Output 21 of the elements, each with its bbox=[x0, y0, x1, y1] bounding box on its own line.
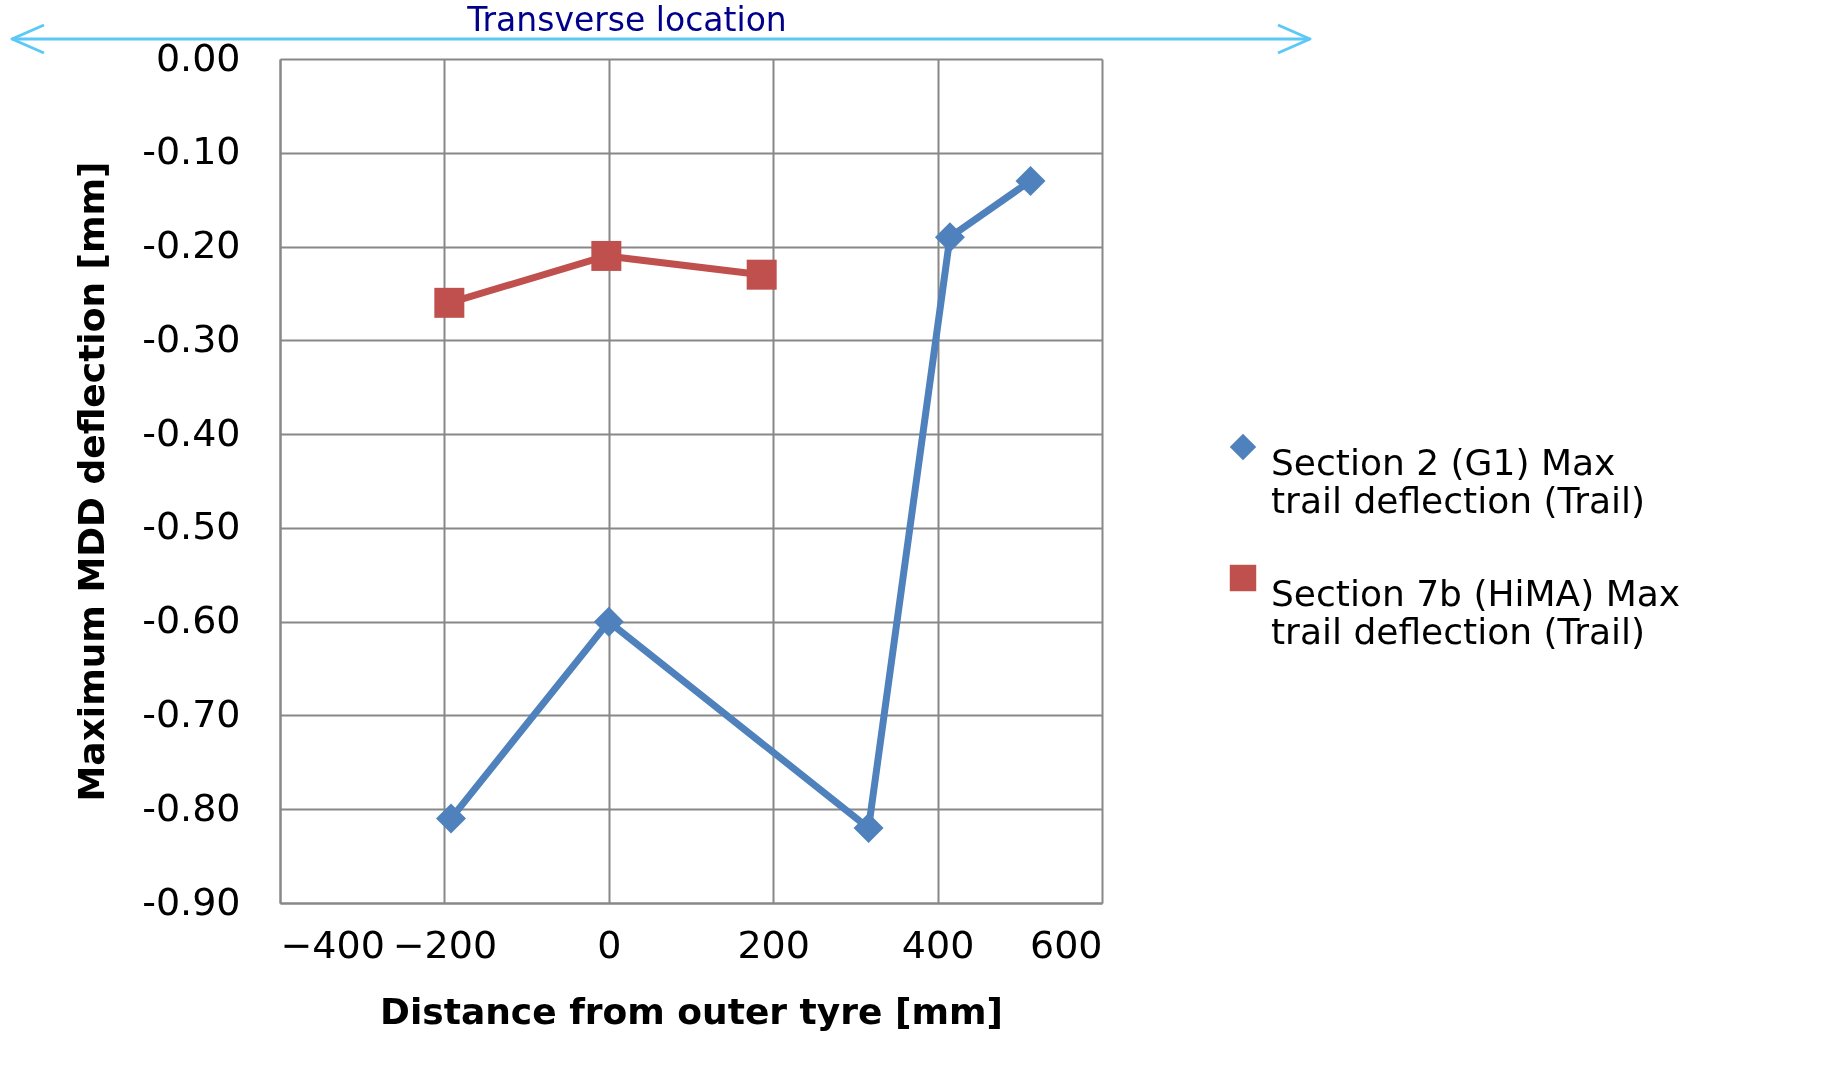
y-tick-label: -0.70 bbox=[142, 691, 241, 736]
legend-label: Section 7b (HiMA) Max trail deflection (Trail) bbox=[1271, 573, 1681, 652]
y-axis-title: Maximum MDD deflection [mm] bbox=[71, 161, 113, 802]
y-tick-label: -0.60 bbox=[142, 598, 241, 643]
y-tick-label: -0.80 bbox=[142, 785, 241, 830]
y-tick-label: -0.10 bbox=[142, 129, 241, 174]
x-tick-label: 600 bbox=[1029, 922, 1103, 967]
y-tick-label: 0.00 bbox=[155, 35, 241, 80]
x-tick-label: 0 bbox=[597, 922, 622, 967]
y-tick-label: -0.30 bbox=[142, 316, 241, 361]
legend-label: Section 2 (G1) Max trail deflection (Trail) bbox=[1271, 442, 1646, 521]
y-tick-label: -0.20 bbox=[142, 223, 241, 268]
x-tick-label: 400 bbox=[901, 922, 975, 967]
y-tick-label: -0.90 bbox=[142, 879, 241, 924]
y-tick-label: -0.40 bbox=[142, 410, 241, 455]
x-tick-label: −400 bbox=[280, 922, 385, 967]
x-tick-label: −200 bbox=[392, 922, 498, 967]
x-axis-title: Distance from outer tyre [mm] bbox=[380, 990, 1003, 1032]
x-tick-label: 200 bbox=[737, 922, 810, 967]
text: Transverse location bbox=[467, 0, 787, 39]
y-tick-label: -0.50 bbox=[142, 504, 241, 549]
